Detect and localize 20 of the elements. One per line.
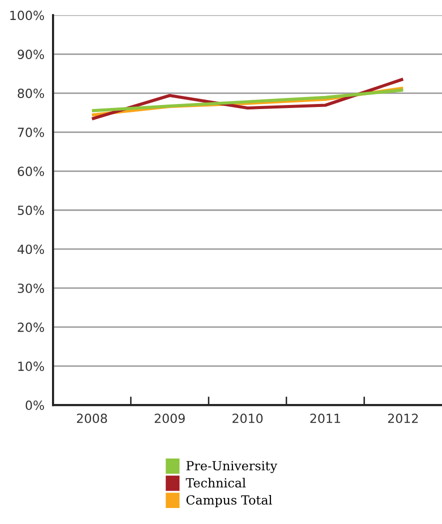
legend-label: Pre-University [186,461,278,474]
x-tick-label: 2012 [388,414,418,424]
y-tick-label: 60% [18,166,44,176]
line-series [90,88,405,112]
y-tick-label: 10% [18,362,44,371]
y-tick-label: 20% [18,322,44,332]
y-tick-label: 100% [10,10,44,20]
y-tick-label: 90% [18,50,44,60]
y-tick-label: 40% [18,244,44,254]
y-tick-label: 50% [18,206,44,216]
x-tick-label: 2010 [232,414,263,424]
x-tick-label: 2009 [154,414,185,424]
y-tick-label: 80% [18,88,44,98]
y-tick-label: 70% [18,128,44,138]
x-tick-label: 2008 [76,414,107,424]
y-tick-label: 30% [18,284,44,294]
legend-label: Technical [186,478,246,488]
y-tick-label: 0% [26,400,44,410]
x-tick-label: 2011 [310,414,340,424]
legend-label: Campus Total [186,495,272,508]
